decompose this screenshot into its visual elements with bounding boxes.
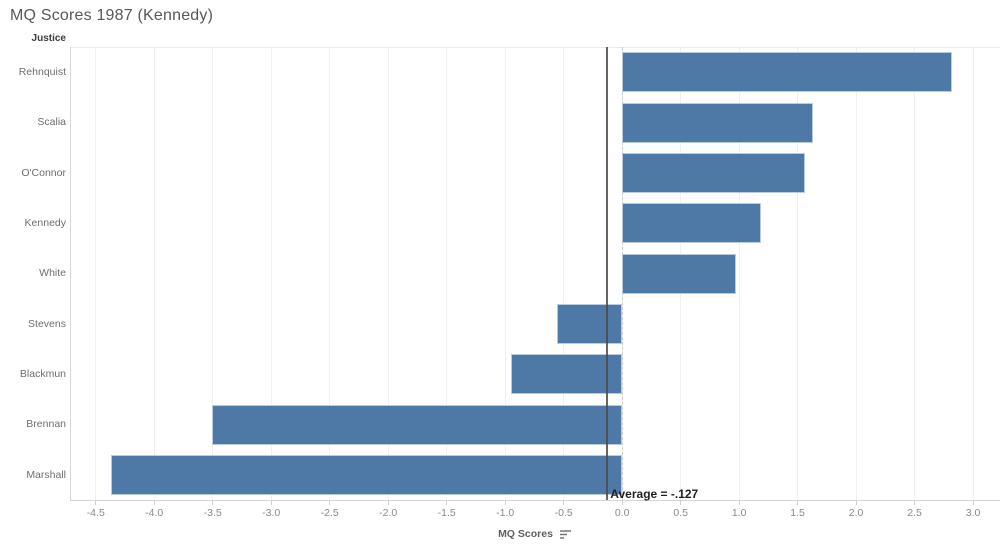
axis-tick	[153, 500, 155, 505]
axis-tick-label: 0.0	[614, 507, 630, 519]
axis-tick-label: -0.5	[554, 507, 573, 519]
gridline	[387, 47, 389, 500]
sort-descending-icon[interactable]	[559, 529, 572, 540]
axis-tick	[504, 500, 506, 505]
gridline	[855, 47, 857, 500]
axis-tick	[621, 500, 623, 505]
axis-tick	[680, 500, 682, 505]
row-label-scalia[interactable]: Scalia	[37, 116, 66, 129]
axis-tick	[212, 500, 214, 505]
axis-tick	[329, 500, 331, 505]
gridline	[914, 47, 916, 500]
bar-stevens[interactable]	[556, 303, 623, 344]
pane-top-border	[70, 47, 1000, 48]
x-axis-line	[70, 500, 1000, 501]
gridline	[212, 47, 214, 500]
axis-tick-label: 3.0	[965, 507, 981, 519]
bar-oconnor[interactable]	[622, 152, 805, 193]
axis-tick-label: 1.5	[790, 507, 805, 519]
axis-tick	[95, 500, 97, 505]
row-label-white[interactable]: White	[39, 267, 66, 280]
gridline	[504, 47, 506, 500]
axis-tick-label: 0.5	[673, 507, 688, 519]
gridline	[270, 47, 272, 500]
bar-scalia[interactable]	[622, 102, 813, 143]
row-label-brennan[interactable]: Brennan	[26, 418, 66, 431]
row-label-oconnor[interactable]: O'Connor	[21, 166, 66, 179]
gridline	[972, 47, 974, 500]
bar-blackmun[interactable]	[511, 354, 623, 395]
axis-tick-label: -4.5	[86, 507, 105, 519]
bar-kennedy[interactable]	[622, 203, 762, 244]
row-label-rehnquist[interactable]: Rehnquist	[18, 66, 66, 79]
axis-tick	[855, 500, 857, 505]
gridline	[153, 47, 155, 500]
gridline	[738, 47, 740, 500]
axis-tick-label: -2.0	[379, 507, 398, 519]
chart-title: MQ Scores 1987 (Kennedy)	[10, 7, 214, 24]
axis-tick-label: 2.0	[848, 507, 864, 519]
bar-marshall[interactable]	[110, 454, 623, 495]
row-label-kennedy[interactable]: Kennedy	[24, 217, 66, 230]
row-label-stevens[interactable]: Stevens	[28, 317, 66, 330]
axis-tick-label: -1.0	[496, 507, 515, 519]
axis-tick-label: -3.5	[203, 507, 222, 519]
axis-tick	[270, 500, 272, 505]
axis-tick	[797, 500, 799, 505]
axis-tick-label: -3.0	[262, 507, 281, 519]
axis-tick	[563, 500, 565, 505]
row-label-blackmun[interactable]: Blackmun	[19, 368, 66, 381]
gridline	[797, 47, 799, 500]
row-label-marshall[interactable]: Marshall	[26, 468, 66, 481]
gridline	[563, 47, 565, 500]
axis-tick-label: 2.5	[907, 507, 922, 519]
row-header-divider	[70, 47, 71, 500]
axis-tick-label: -1.5	[437, 507, 456, 519]
average-reference-line	[606, 47, 609, 500]
x-axis-title: MQ Scores	[70, 528, 1000, 540]
axis-tick-label: 1.0	[731, 507, 747, 519]
axis-tick	[972, 500, 974, 505]
gridline	[446, 47, 448, 500]
bar-rehnquist[interactable]	[622, 52, 953, 93]
axis-tick-label: -2.5	[320, 507, 339, 519]
gridline	[95, 47, 97, 500]
axis-tick	[446, 500, 448, 505]
gridline	[329, 47, 331, 500]
reference-line-label: Average = -.127	[610, 487, 699, 501]
x-axis-title-label: MQ Scores	[498, 528, 553, 540]
axis-tick-label: -4.0	[145, 507, 164, 519]
bar-brennan[interactable]	[211, 404, 623, 445]
axis-tick	[738, 500, 740, 505]
axis-tick	[387, 500, 389, 505]
row-header-justice: Justice	[31, 33, 66, 44]
bar-white[interactable]	[622, 253, 736, 294]
axis-tick	[914, 500, 916, 505]
